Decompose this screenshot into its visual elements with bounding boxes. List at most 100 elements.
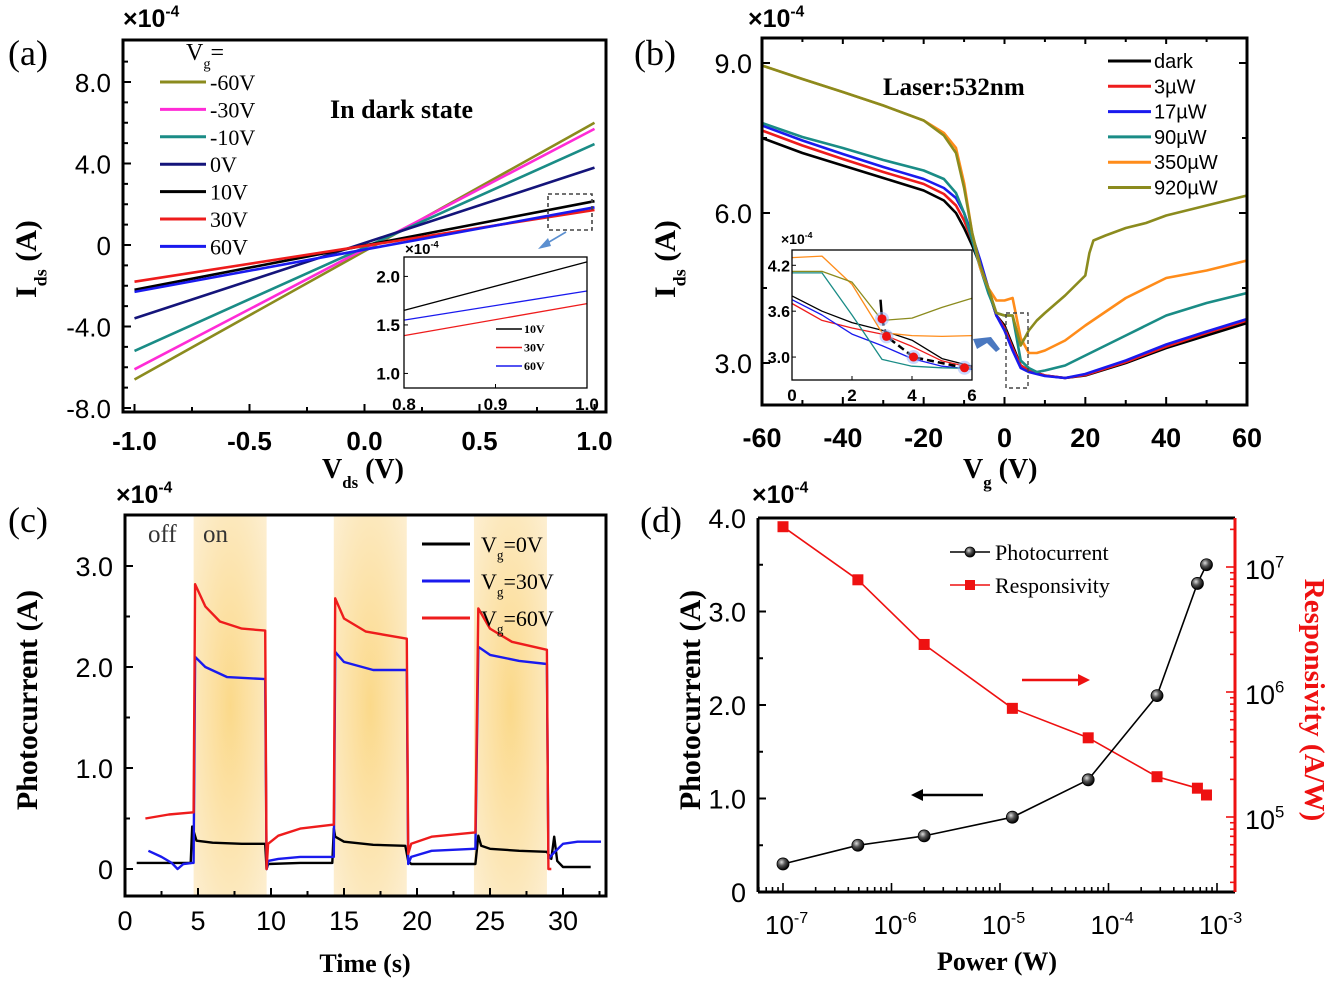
series-group bbox=[762, 64, 1247, 380]
panel-label: (b) bbox=[634, 33, 676, 73]
legend-marker-photocurrent bbox=[964, 546, 976, 558]
light-on-region bbox=[193, 515, 267, 896]
inset-y-tick-label: 3.6 bbox=[768, 304, 790, 321]
x-tick-label: 0.5 bbox=[461, 426, 497, 456]
inset-series-17µW bbox=[791, 299, 973, 370]
inset-y-tick-label: 2.0 bbox=[376, 267, 400, 286]
y-tick-label: 6.0 bbox=[714, 199, 752, 229]
axes-frame bbox=[121, 38, 608, 414]
axes-frame bbox=[760, 36, 1249, 407]
y-multiplier: ×10-4 bbox=[116, 480, 173, 510]
x-tick-label: -40 bbox=[823, 423, 862, 453]
series-line-60V bbox=[134, 206, 595, 294]
inset-marker bbox=[877, 314, 887, 324]
y-tick-label: 9.0 bbox=[714, 49, 752, 79]
chart-title: Laser:532nm bbox=[883, 74, 1025, 101]
zoom-region-box bbox=[1005, 312, 1029, 389]
inset-guide-dashed bbox=[880, 318, 965, 370]
y-right-axis-label-text: Responsivity (A/W) bbox=[1298, 579, 1330, 821]
y-tick-label: 4.0 bbox=[708, 504, 746, 534]
inset-x-tick-label: 6 bbox=[967, 386, 976, 405]
photocurrent-point bbox=[1150, 689, 1164, 703]
y-tick-label: 3.0 bbox=[75, 552, 113, 582]
y-axis-label: Ids (A) bbox=[10, 220, 51, 298]
legend-label: 60V bbox=[210, 234, 248, 259]
inset-legend-label: 30V bbox=[524, 341, 545, 355]
y-tick-label: 0 bbox=[97, 231, 111, 261]
y-right-tick-label: 106 bbox=[1245, 678, 1284, 710]
x-tick-label: -0.5 bbox=[227, 426, 272, 456]
photocurrent-point bbox=[1081, 773, 1095, 787]
y-axis-label: Photocurrent (A) bbox=[11, 590, 44, 810]
responsivity-point bbox=[1191, 782, 1203, 794]
x-tick-label: 0 bbox=[117, 906, 132, 936]
panel-label: (d) bbox=[640, 500, 682, 540]
x-tick-label: 40 bbox=[1151, 423, 1181, 453]
y-axis-label: Photocurrent (A) bbox=[674, 590, 707, 810]
annotation-on: on bbox=[203, 521, 229, 548]
photocurrent-point bbox=[776, 857, 790, 871]
inset-x-tick-label: 4 bbox=[907, 386, 917, 405]
y-multiplier: ×10-4 bbox=[123, 4, 180, 34]
x-tick-label: 0 bbox=[997, 423, 1012, 453]
x-axis-label: Vds (V) bbox=[322, 454, 404, 492]
x-tick-label: 25 bbox=[475, 906, 505, 936]
panel-a: (a) ×10-4 -1.0 -0.5 0.0 0.5 1.0 8.0 4.0 0 -4.0 -8.0… bbox=[8, 4, 613, 492]
series-group bbox=[133, 121, 596, 381]
inset-y-tick-label: 1.5 bbox=[376, 316, 400, 335]
series-line-photocurrent bbox=[782, 564, 1208, 865]
legend-marker-responsivity bbox=[965, 580, 975, 590]
legend-title: Vg= bbox=[186, 40, 224, 72]
inset-a: ×10-4 0.8 0.9 1.0 1.0 1.5 2.0 10V 30V 60V bbox=[376, 240, 598, 414]
photocurrent-point bbox=[1200, 558, 1213, 572]
inset-x-tick-label: 0.9 bbox=[484, 395, 508, 414]
x-tick-label: 0.0 bbox=[346, 426, 382, 456]
responsivity-point bbox=[777, 521, 789, 533]
inset-y-tick-label: 1.0 bbox=[376, 364, 400, 383]
y-tick-label: 2.0 bbox=[75, 653, 113, 683]
inset-x-tick-label: 0.8 bbox=[392, 395, 416, 414]
legend-label: 10V bbox=[210, 180, 248, 205]
photocurrent-point bbox=[1191, 577, 1204, 590]
series-line-Vg=30V bbox=[147, 645, 601, 871]
responsivity-point bbox=[1082, 732, 1094, 744]
inset-legend-label: 60V bbox=[524, 359, 545, 373]
inset-series-60V bbox=[403, 290, 588, 321]
inset-legend-label: 10V bbox=[524, 322, 545, 336]
legend-label: 17µW bbox=[1154, 102, 1207, 124]
inset-background bbox=[404, 257, 587, 388]
panel-d: (d) ×10-4 10-7 10-6 10-5 10-4 10-3 4.0 3.0 2.0 1.0… bbox=[640, 480, 1330, 977]
series-group bbox=[136, 583, 601, 871]
inset-x-tick-label: 1.0 bbox=[575, 395, 599, 414]
inset-series-30V bbox=[403, 302, 588, 337]
inset-marker bbox=[882, 331, 891, 341]
y-tick-label: 1.0 bbox=[75, 754, 113, 784]
legend-label: 3µW bbox=[1154, 76, 1196, 98]
y-tick-label: 0 bbox=[98, 855, 113, 885]
series-line--60V bbox=[133, 121, 596, 381]
panel-label: (c) bbox=[8, 500, 48, 540]
legend-label: -10V bbox=[210, 125, 255, 150]
inset-b: ×10-4 0 2 4 6 4.2 3.6 3.0 bbox=[768, 230, 977, 405]
legend-label: Vg=0V bbox=[481, 532, 543, 563]
x-tick-label: 30 bbox=[548, 906, 578, 936]
y-right-axis-label: Responsivity (A/W) bbox=[1298, 579, 1330, 821]
inset-y-multiplier: ×10-4 bbox=[781, 230, 813, 247]
x-tick-label: -1.0 bbox=[112, 426, 157, 456]
y-tick-label: 1.0 bbox=[708, 785, 746, 815]
photocurrent-point bbox=[1005, 810, 1019, 824]
inset-y-tick-label: 3.0 bbox=[768, 350, 790, 367]
panel-b: (b)×10-4-60 -40 -20 0 20 40 609.06.03.0Laser:5… bbox=[634, 4, 1262, 492]
y-tick-label: 0 bbox=[731, 878, 746, 908]
legend-label: dark bbox=[1154, 51, 1194, 73]
responsivity-point bbox=[1006, 702, 1018, 714]
series-line-responsivity bbox=[782, 526, 1207, 796]
legend-label: 350µW bbox=[1154, 152, 1218, 174]
y-right-tick-label: 107 bbox=[1245, 553, 1284, 585]
legend-label: 30V bbox=[210, 207, 248, 232]
inset-marker bbox=[909, 352, 918, 362]
x-tick-label: -60 bbox=[742, 423, 781, 453]
x-tick-label: -20 bbox=[904, 423, 943, 453]
legend-label: -30V bbox=[210, 97, 255, 122]
